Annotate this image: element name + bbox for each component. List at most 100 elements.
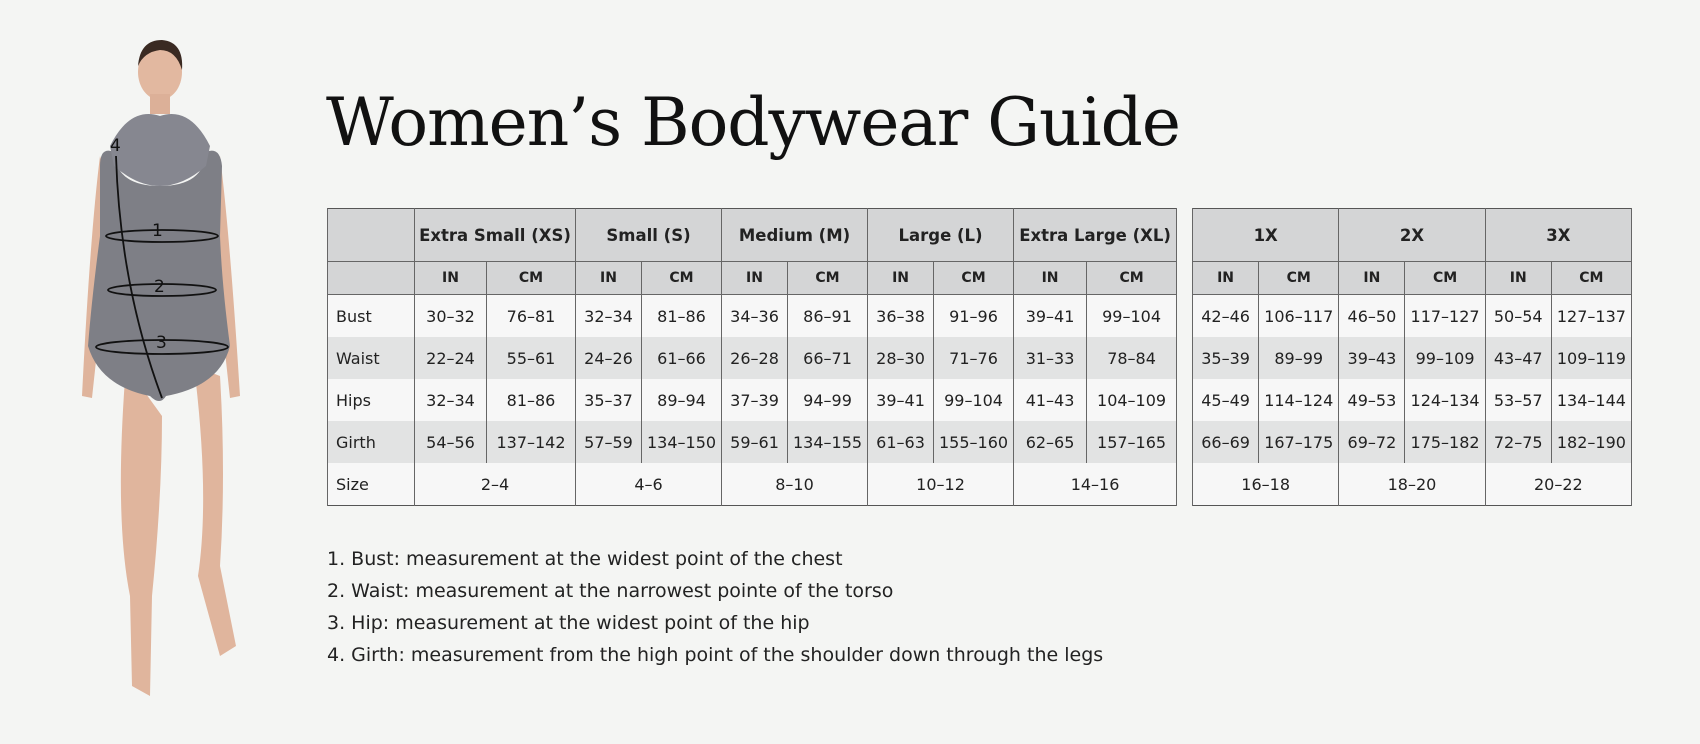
value-cm: 76–81 <box>486 294 576 337</box>
note-girth: 4. Girth: measurement from the high poin… <box>327 644 1104 666</box>
value-in: 49–53 <box>1338 379 1406 421</box>
value-cm: 94–99 <box>787 379 869 421</box>
unit-cm-header: CM <box>933 261 1015 295</box>
size-header: Medium (M) <box>721 208 869 262</box>
table-row: Hips 32–34 81–86 35–37 89–94 37–39 94–99 39–41 9… <box>327 379 1178 421</box>
numeric-size: 20–22 <box>1484 463 1633 506</box>
value-cm: 167–175 <box>1258 421 1340 463</box>
value-cm: 109–119 <box>1550 337 1633 379</box>
value-in: 61–63 <box>867 421 935 463</box>
note-waist: 2. Waist: measurement at the narrowest p… <box>327 580 894 602</box>
marker-1: 1 <box>152 221 163 241</box>
numeric-size: 8–10 <box>721 463 869 506</box>
value-cm: 91–96 <box>933 294 1015 337</box>
page-title: Women’s Bodywear Guide <box>326 84 1181 161</box>
numeric-size: 2–4 <box>414 463 576 506</box>
unit-in-header: IN <box>1191 261 1260 295</box>
value-in: 34–36 <box>721 294 789 337</box>
value-cm: 117–127 <box>1404 294 1486 337</box>
size-table-standard: Extra Small (XS) Small (S) Medium (M) Large… <box>327 208 1178 506</box>
value-cm: 175–182 <box>1404 421 1486 463</box>
value-cm: 99–104 <box>933 379 1015 421</box>
value-cm: 89–94 <box>640 379 723 421</box>
size-header: Extra Large (XL) <box>1013 208 1178 262</box>
value-in: 53–57 <box>1484 379 1552 421</box>
unit-cm-header: CM <box>640 261 723 295</box>
measurement-notes: 1. Bust: measurement at the widest point… <box>327 543 1103 671</box>
value-in: 32–34 <box>414 379 487 421</box>
value-cm: 104–109 <box>1086 379 1178 421</box>
value-in: 62–65 <box>1013 421 1088 463</box>
unit-cm-header: CM <box>486 261 576 295</box>
value-cm: 134–150 <box>640 421 723 463</box>
note-bust: 1. Bust: measurement at the widest point… <box>327 548 843 570</box>
value-in: 39–43 <box>1338 337 1406 379</box>
unit-cm-header: CM <box>1404 261 1486 295</box>
value-cm: 127–137 <box>1550 294 1633 337</box>
row-label-waist: Waist <box>327 337 415 379</box>
value-in: 39–41 <box>1013 294 1088 337</box>
numeric-size: 18–20 <box>1338 463 1486 506</box>
unit-cm-header: CM <box>1550 261 1633 295</box>
value-cm: 86–91 <box>787 294 869 337</box>
value-in: 41–43 <box>1013 379 1088 421</box>
value-cm: 134–155 <box>787 421 869 463</box>
corner-cell <box>327 261 415 295</box>
size-header: Large (L) <box>867 208 1015 262</box>
value-cm: 182–190 <box>1550 421 1633 463</box>
value-in: 42–46 <box>1191 294 1260 337</box>
row-label-size: Size <box>327 463 415 506</box>
value-cm: 66–71 <box>787 337 869 379</box>
value-in: 46–50 <box>1338 294 1406 337</box>
size-header: 2X <box>1338 208 1486 262</box>
value-in: 28–30 <box>867 337 935 379</box>
value-cm: 134–144 <box>1550 379 1633 421</box>
size-table-plus: 1X 2X 3X IN CM IN CM IN CM 42–46 106–117 46–50 117–1… <box>1191 208 1633 506</box>
table-row: Girth 54–56 137–142 57–59 134–150 59–61 134–15… <box>327 421 1178 463</box>
table-row: 35–39 89–99 39–43 99–109 43–47 109–119 <box>1191 337 1633 379</box>
size-header: 1X <box>1191 208 1340 262</box>
value-in: 66–69 <box>1191 421 1260 463</box>
value-cm: 89–99 <box>1258 337 1340 379</box>
value-in: 59–61 <box>721 421 789 463</box>
value-cm: 157–165 <box>1086 421 1178 463</box>
value-cm: 137–142 <box>486 421 576 463</box>
size-header: 3X <box>1484 208 1633 262</box>
row-label-girth: Girth <box>327 421 415 463</box>
unit-in-header: IN <box>1013 261 1088 295</box>
value-in: 72–75 <box>1484 421 1552 463</box>
note-hip: 3. Hip: measurement at the widest point … <box>327 612 810 634</box>
table-row: 66–69 167–175 69–72 175–182 72–75 182–190 <box>1191 421 1633 463</box>
table-row: 42–46 106–117 46–50 117–127 50–54 127–137 <box>1191 294 1633 337</box>
unit-in-header: IN <box>575 261 642 295</box>
unit-in-header: IN <box>1484 261 1552 295</box>
unit-in-header: IN <box>867 261 935 295</box>
value-in: 30–32 <box>414 294 487 337</box>
table-row: Waist 22–24 55–61 24–26 61–66 26–28 66–71 28–30… <box>327 337 1178 379</box>
value-cm: 81–86 <box>640 294 723 337</box>
value-cm: 99–109 <box>1404 337 1486 379</box>
value-cm: 99–104 <box>1086 294 1178 337</box>
value-cm: 155–160 <box>933 421 1015 463</box>
unit-in-header: IN <box>721 261 789 295</box>
numeric-size: 14–16 <box>1013 463 1178 506</box>
value-in: 69–72 <box>1338 421 1406 463</box>
unit-in-header: IN <box>414 261 487 295</box>
value-in: 50–54 <box>1484 294 1552 337</box>
unit-cm-header: CM <box>787 261 869 295</box>
value-in: 57–59 <box>575 421 642 463</box>
value-in: 24–26 <box>575 337 642 379</box>
row-label-bust: Bust <box>327 294 415 337</box>
numeric-size: 4–6 <box>574 463 723 506</box>
value-in: 36–38 <box>867 294 935 337</box>
value-in: 54–56 <box>414 421 487 463</box>
value-in: 37–39 <box>721 379 789 421</box>
value-cm: 106–117 <box>1258 294 1340 337</box>
unit-cm-header: CM <box>1086 261 1178 295</box>
model-figure: 1 2 3 4 <box>70 36 260 712</box>
size-header: Small (S) <box>574 208 723 262</box>
numeric-size: 10–12 <box>867 463 1015 506</box>
numeric-size: 16–18 <box>1191 463 1340 506</box>
value-in: 31–33 <box>1013 337 1088 379</box>
marker-3: 3 <box>156 333 167 353</box>
